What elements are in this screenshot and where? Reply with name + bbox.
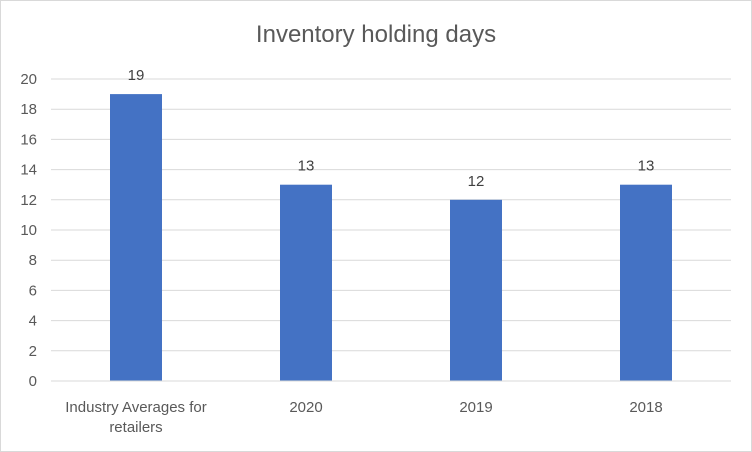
x-tick-label: 2018: [629, 399, 662, 416]
data-label: 13: [298, 158, 315, 175]
x-tick-label: 2020: [289, 399, 322, 416]
y-tick-label: 2: [29, 343, 37, 360]
y-tick-label: 6: [29, 282, 37, 299]
bar: [450, 199, 502, 381]
bar: [280, 184, 332, 381]
x-tick-label: 2019: [459, 399, 492, 416]
y-tick-label: 18: [20, 101, 37, 118]
data-label: 19: [128, 67, 145, 84]
y-tick-label: 8: [29, 252, 37, 269]
y-tick-label: 20: [20, 71, 37, 88]
data-label: 12: [468, 173, 485, 190]
bar: [620, 184, 672, 381]
y-tick-label: 14: [20, 162, 37, 179]
x-tick-label: retailers: [109, 419, 162, 436]
x-tick-label: Industry Averages for: [65, 399, 206, 416]
y-tick-label: 16: [20, 131, 37, 148]
y-tick-label: 4: [29, 313, 37, 330]
y-tick-label: 12: [20, 192, 37, 209]
chart-title: Inventory holding days: [255, 21, 497, 48]
y-tick-label: 10: [20, 222, 37, 239]
y-tick-label: 0: [29, 373, 37, 390]
bar: [110, 94, 162, 381]
data-label: 13: [638, 158, 655, 175]
